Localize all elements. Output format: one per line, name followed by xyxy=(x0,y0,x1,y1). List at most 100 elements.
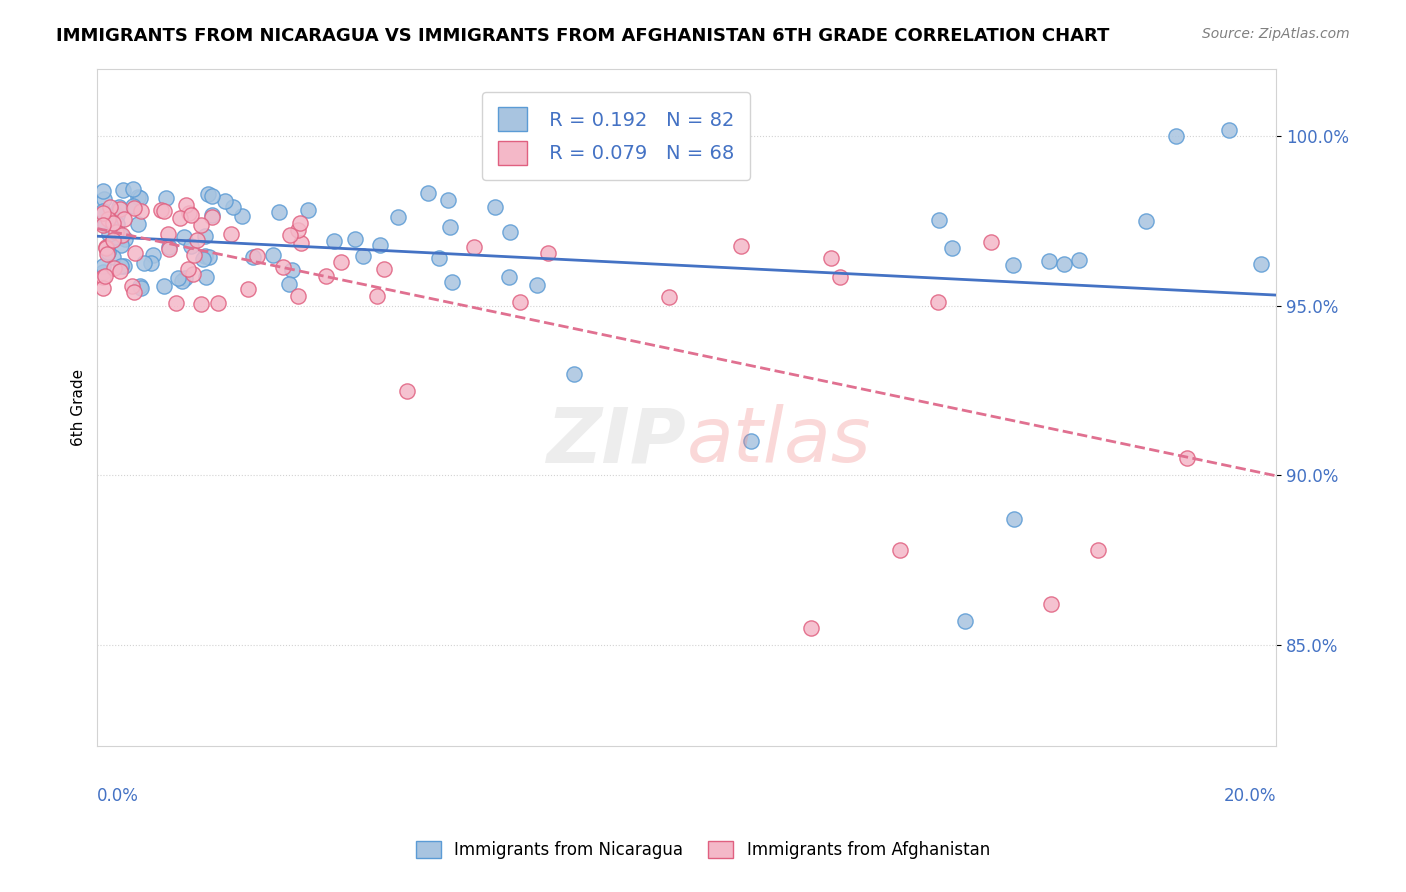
Point xyxy=(177,262,200,277)
Legend:  R = 0.192   N = 82,  R = 0.079   N = 68: R = 0.192 N = 82, R = 0.079 N = 68 xyxy=(482,92,749,180)
Point xyxy=(277,277,299,291)
Text: IMMIGRANTS FROM NICARAGUA VS IMMIGRANTS FROM AFGHANISTAN 6TH GRADE CORRELATION C: IMMIGRANTS FROM NICARAGUA VS IMMIGRANTS … xyxy=(56,27,1109,45)
Point xyxy=(98,227,121,241)
Point xyxy=(658,290,681,304)
Point xyxy=(172,274,194,288)
Point xyxy=(104,225,127,239)
Point xyxy=(242,250,264,264)
Point xyxy=(169,211,191,225)
Point xyxy=(180,239,202,253)
Point xyxy=(1135,214,1157,228)
Point xyxy=(103,261,125,276)
Point xyxy=(194,269,217,284)
Point xyxy=(953,614,976,628)
Point xyxy=(165,296,187,310)
Point xyxy=(828,269,851,284)
Point xyxy=(262,247,284,261)
Point xyxy=(101,250,124,264)
Point xyxy=(139,256,162,270)
Point xyxy=(928,213,950,227)
Point xyxy=(94,241,117,255)
Point xyxy=(344,232,367,246)
Point xyxy=(121,279,143,293)
Point xyxy=(157,240,180,254)
Text: 20.0%: 20.0% xyxy=(1223,787,1277,805)
Point xyxy=(427,252,450,266)
Point xyxy=(142,248,165,262)
Point xyxy=(91,259,114,273)
Point xyxy=(110,259,132,273)
Point xyxy=(194,249,217,263)
Point xyxy=(1002,512,1025,526)
Point xyxy=(149,203,172,218)
Point xyxy=(100,201,122,215)
Point xyxy=(180,208,202,222)
Point xyxy=(91,218,114,232)
Text: atlas: atlas xyxy=(686,404,872,478)
Text: ZIP: ZIP xyxy=(547,404,686,478)
Legend: Immigrants from Nicaragua, Immigrants from Afghanistan: Immigrants from Nicaragua, Immigrants fr… xyxy=(409,834,997,866)
Point xyxy=(373,262,395,277)
Point xyxy=(122,181,145,195)
Point xyxy=(290,236,312,251)
Point xyxy=(110,228,132,243)
Point xyxy=(108,202,131,216)
Point xyxy=(499,225,522,239)
Point xyxy=(112,183,135,197)
Point xyxy=(396,384,419,398)
Point xyxy=(537,245,560,260)
Point xyxy=(112,259,135,273)
Point xyxy=(927,295,949,310)
Point xyxy=(201,189,224,203)
Point xyxy=(1053,257,1076,271)
Point xyxy=(153,278,176,293)
Point xyxy=(267,205,290,219)
Point xyxy=(97,244,120,259)
Point xyxy=(820,252,842,266)
Point xyxy=(94,218,117,232)
Point xyxy=(167,270,190,285)
Point xyxy=(562,367,585,381)
Text: Source: ZipAtlas.com: Source: ZipAtlas.com xyxy=(1202,27,1350,41)
Point xyxy=(110,238,132,252)
Point xyxy=(174,198,197,212)
Point xyxy=(1087,542,1109,557)
Point xyxy=(131,281,153,295)
Point xyxy=(191,252,214,267)
Point xyxy=(730,238,752,252)
Point xyxy=(129,204,152,219)
Point xyxy=(124,246,146,260)
Point xyxy=(127,217,149,231)
Point xyxy=(101,233,124,247)
Point xyxy=(112,212,135,227)
Point xyxy=(153,203,176,218)
Point xyxy=(800,621,823,635)
Point xyxy=(219,227,242,242)
Point xyxy=(96,247,118,261)
Point xyxy=(526,278,548,293)
Point xyxy=(297,203,319,218)
Point xyxy=(441,276,464,290)
Point xyxy=(207,295,229,310)
Point xyxy=(122,285,145,299)
Point xyxy=(439,219,461,234)
Y-axis label: 6th Grade: 6th Grade xyxy=(72,369,86,446)
Point xyxy=(190,218,212,232)
Point xyxy=(183,248,205,262)
Point xyxy=(97,212,120,227)
Point xyxy=(214,194,236,209)
Point xyxy=(287,289,309,303)
Point xyxy=(1177,451,1199,466)
Point xyxy=(91,184,114,198)
Point xyxy=(174,271,197,285)
Point xyxy=(177,206,200,220)
Point xyxy=(104,230,127,244)
Point xyxy=(91,206,114,220)
Point xyxy=(889,542,911,557)
Point xyxy=(1164,129,1187,144)
Point xyxy=(352,249,374,263)
Point xyxy=(1002,258,1025,272)
Point xyxy=(129,279,152,293)
Point xyxy=(111,227,134,242)
Point xyxy=(155,191,177,205)
